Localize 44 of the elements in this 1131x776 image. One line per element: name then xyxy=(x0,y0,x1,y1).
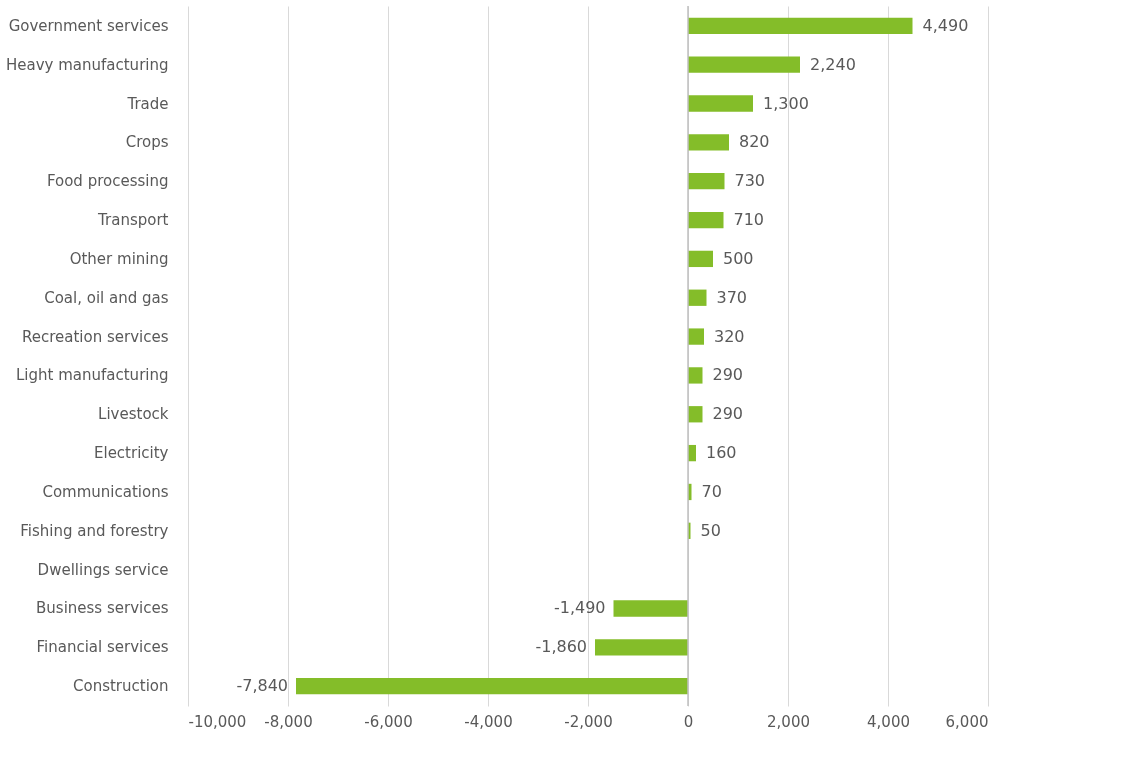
data-label: 160 xyxy=(706,443,737,463)
data-label: -1,490 xyxy=(553,598,606,618)
data-label: -7,840 xyxy=(236,676,288,696)
x-tick-label: -8,000 xyxy=(264,712,313,731)
data-label: 290 xyxy=(712,365,744,385)
y-tick-label: Crops xyxy=(125,133,169,152)
y-tick-label: Financial services xyxy=(36,638,169,657)
data-label: 730 xyxy=(734,171,766,191)
x-tick-label: 0 xyxy=(683,712,694,731)
data-label: 500 xyxy=(723,248,754,268)
y-tick-label: Recreation services xyxy=(21,327,169,346)
data-label: 50 xyxy=(700,520,721,540)
y-tick-label: Communications xyxy=(42,482,169,501)
x-tick-label: -2,000 xyxy=(564,712,613,731)
data-label: 70 xyxy=(701,481,722,501)
data-label: 2,240 xyxy=(810,54,856,74)
x-tick-label: 4,000 xyxy=(867,712,910,731)
x-tick-label: 6,000 xyxy=(945,712,989,731)
data-label: 370 xyxy=(716,287,748,307)
data-label: 710 xyxy=(733,210,765,230)
y-tick-label: Fishing and forestry xyxy=(20,521,169,540)
y-tick-label: Coal, oil and gas xyxy=(44,288,169,307)
y-tick-label: Transport xyxy=(97,211,169,230)
x-tick-label: -6,000 xyxy=(364,712,413,731)
x-tick-label: 2,000 xyxy=(767,712,810,731)
y-tick-label: Government services xyxy=(8,16,169,35)
y-tick-label: Heavy manufacturing xyxy=(5,55,169,74)
y-tick-label: Business services xyxy=(36,599,169,618)
y-tick-label: Food processing xyxy=(46,172,169,191)
data-label: 320 xyxy=(714,326,745,346)
data-label: 1,300 xyxy=(763,93,809,113)
data-label: 4,490 xyxy=(922,15,969,35)
y-tick-label: Light manufacturing xyxy=(16,366,169,385)
x-tick-label: -10,000 xyxy=(188,712,247,731)
y-tick-label: Dwellings service xyxy=(37,560,169,579)
data-label: 290 xyxy=(712,404,744,424)
y-tick-label: Construction xyxy=(72,677,169,696)
y-tick-label: Livestock xyxy=(98,405,169,424)
y-tick-label: Other mining xyxy=(69,249,169,268)
y-tick-label: Electricity xyxy=(93,444,169,463)
data-label: 820 xyxy=(739,132,770,152)
x-tick-label: -4,000 xyxy=(464,712,513,731)
data-label: -1,860 xyxy=(535,637,587,657)
y-tick-label: Trade xyxy=(126,94,169,113)
